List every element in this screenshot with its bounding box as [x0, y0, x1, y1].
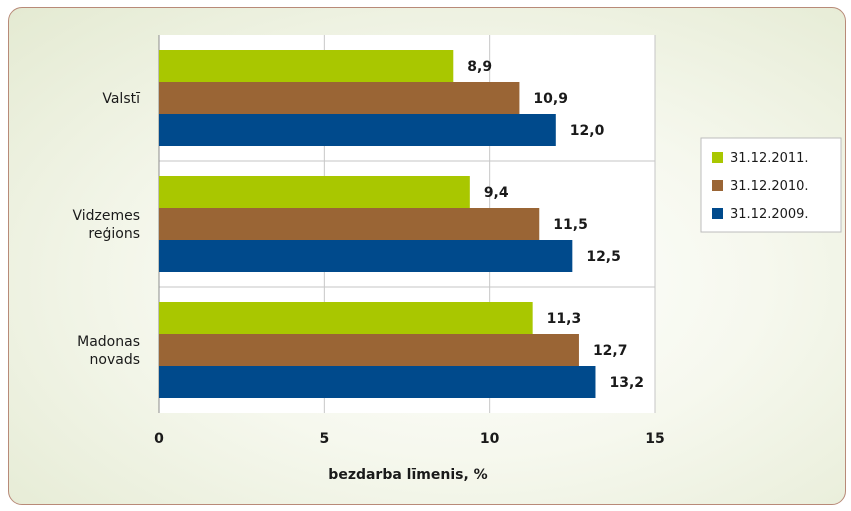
bar [159, 366, 596, 398]
category-label: Vidzemes [72, 208, 140, 224]
x-tick-label: 15 [645, 431, 664, 447]
category-label: reģions [88, 226, 140, 242]
bar-value-label: 11,5 [553, 217, 588, 233]
bar [159, 82, 520, 114]
x-tick-label: 0 [154, 431, 164, 447]
legend-box [700, 137, 842, 233]
legend: 31.12.2011. 31.12.2010. 31.12.2009. [700, 137, 842, 233]
x-axis-label: bezdarba līmenis, % [328, 467, 487, 483]
category-label: novads [90, 352, 140, 368]
bar [159, 240, 573, 272]
bar-value-label: 12,0 [570, 123, 605, 139]
legend-swatch [712, 208, 723, 219]
bar-value-label: 12,5 [586, 249, 621, 265]
bar [159, 208, 540, 240]
legend-label: 31.12.2010. [730, 179, 809, 194]
bar [159, 176, 470, 208]
category-label: Valstī [102, 91, 140, 107]
bar [159, 50, 454, 82]
bar-value-label: 8,9 [467, 59, 492, 75]
bar [159, 302, 533, 334]
bar [159, 334, 579, 366]
bar-value-label: 11,3 [547, 311, 582, 327]
legend-label: 31.12.2009. [730, 207, 809, 222]
x-tick-label: 10 [480, 431, 500, 447]
bar-value-label: 10,9 [533, 91, 568, 107]
legend-swatch [712, 152, 723, 163]
bar-value-label: 12,7 [593, 343, 628, 359]
bar-value-label: 13,2 [609, 375, 644, 391]
legend-label: 31.12.2011. [730, 151, 809, 166]
bar-value-label: 9,4 [484, 185, 509, 201]
legend-swatch [712, 180, 723, 191]
category-label: Madonas [77, 334, 140, 350]
bar [159, 114, 556, 146]
x-tick-label: 5 [319, 431, 329, 447]
